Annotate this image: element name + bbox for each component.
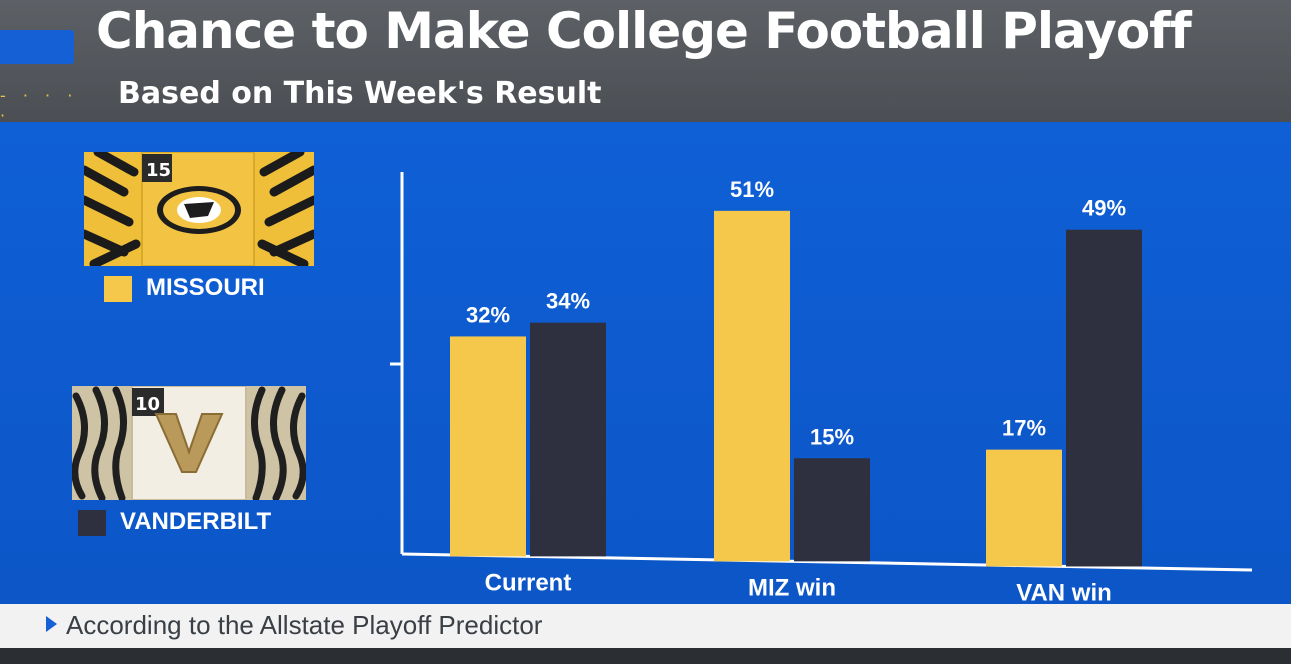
header-bar: Chance to Make College Football Playoff … <box>0 0 1291 125</box>
data-label-missouri-0: 32% <box>466 302 510 327</box>
vanderbilt-rank: 10 <box>135 394 160 415</box>
missouri-logo-icon: 15 <box>84 152 314 266</box>
data-label-missouri-2: 17% <box>1002 416 1046 441</box>
chart-title: Chance to Make College Football Playoff <box>96 2 1192 60</box>
footer-bar: According to the Allstate Playoff Predic… <box>0 604 1291 648</box>
source-note: According to the Allstate Playoff Predic… <box>66 610 543 640</box>
bar-missouri-0 <box>450 336 526 557</box>
missouri-rank: 15 <box>146 160 171 181</box>
x-tick-label-1: MIZ win <box>748 574 836 601</box>
legend-label-vanderbilt: VANDERBILT <box>120 508 272 535</box>
bar-vanderbilt-0 <box>530 322 606 557</box>
bar-vanderbilt-1 <box>794 458 870 562</box>
vanderbilt-logo-icon: 10 <box>72 386 306 500</box>
bar-missouri-1 <box>714 210 790 562</box>
data-label-vanderbilt-2: 49% <box>1082 196 1126 221</box>
legend-label-missouri: MISSOURI <box>146 274 265 301</box>
bar-missouri-2 <box>986 449 1062 567</box>
data-label-missouri-1: 51% <box>730 177 774 202</box>
x-tick-label-2: VAN win <box>1016 579 1112 606</box>
x-axis-line <box>401 552 1253 572</box>
data-label-vanderbilt-0: 34% <box>546 289 590 314</box>
x-tick-label-0: Current <box>485 569 572 596</box>
title-accent-bar <box>0 30 74 64</box>
legend-swatch-missouri <box>104 276 132 302</box>
chart-subtitle: Based on This Week's Result <box>118 76 602 111</box>
data-label-vanderbilt-1: 15% <box>810 424 854 449</box>
subtitle-dots: - · · · · <box>0 86 79 125</box>
bottom-strip <box>0 648 1291 664</box>
bar-vanderbilt-2 <box>1066 229 1142 567</box>
legend-swatch-vanderbilt <box>78 510 106 536</box>
footer-arrow-icon <box>46 616 57 632</box>
